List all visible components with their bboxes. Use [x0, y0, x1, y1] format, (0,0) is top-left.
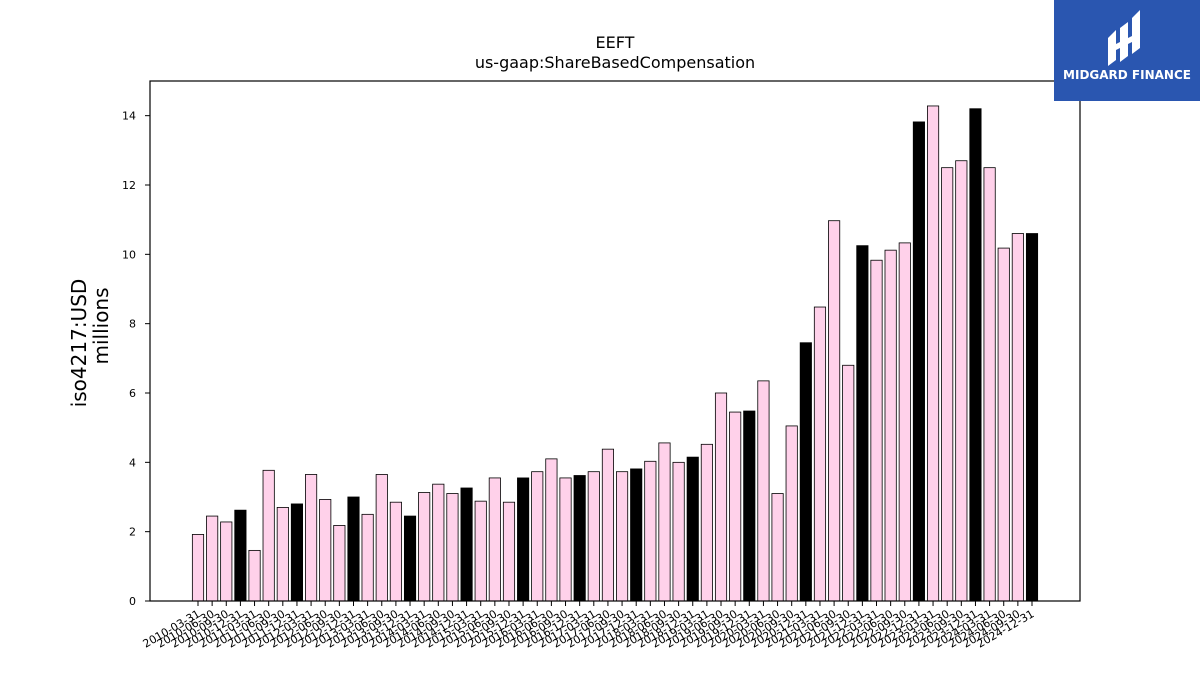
bar-2022-03-31	[870, 259, 883, 602]
bar-2018-12-31	[686, 456, 699, 602]
bar-2016-09-30	[559, 477, 572, 602]
bar-2015-12-31	[517, 477, 530, 602]
bar-2020-09-30	[785, 425, 798, 602]
y-tick-label: 10	[122, 248, 136, 261]
bar-2022-12-31	[912, 121, 925, 602]
y-tick-label: 8	[129, 318, 136, 331]
bar-2012-03-31	[305, 474, 318, 602]
bar-2021-06-30	[828, 220, 841, 602]
bar-2014-09-30	[446, 493, 459, 602]
bar-2015-09-30	[502, 501, 516, 602]
midgard-logo-icon	[1054, 0, 1200, 101]
bar-2014-03-31	[418, 492, 431, 602]
y-tick-label: 14	[122, 110, 136, 123]
plot-frame	[149, 80, 1081, 602]
bar-2015-03-31	[474, 500, 487, 602]
bar-2017-09-30	[616, 471, 629, 602]
bar-2017-06-30	[601, 448, 614, 602]
x-axis: 2010-03-312010-06-302010-09-302010-12-31…	[141, 601, 1037, 651]
bar-2013-03-31	[361, 513, 374, 602]
y-tick-label: 12	[122, 179, 136, 192]
chart-title: EEFT	[596, 33, 635, 52]
bar-2011-03-31	[248, 549, 261, 602]
bar-2019-12-31	[743, 410, 756, 602]
brand-logo: MIDGARD FINANCE	[1054, 0, 1200, 101]
bar-2019-06-30	[714, 392, 728, 602]
y-axis-label: iso4217:USD	[67, 279, 91, 408]
bar-2012-12-31	[347, 496, 360, 602]
bar-2011-06-30	[262, 469, 275, 602]
bar-2024-06-30	[997, 247, 1010, 602]
bar-2024-12-31	[1025, 233, 1039, 602]
bar-2010-09-30	[220, 521, 233, 602]
bar-2022-06-30	[884, 249, 897, 602]
bar-2020-06-30	[771, 493, 784, 602]
bar-2018-06-30	[658, 442, 671, 602]
bars-group	[191, 105, 1039, 602]
bar-2012-06-30	[319, 499, 332, 602]
y-tick-label: 0	[129, 595, 136, 608]
bar-2022-09-30	[898, 242, 911, 602]
bar-2017-03-31	[587, 471, 600, 602]
bar-2019-09-30	[729, 411, 742, 602]
bar-2021-12-31	[856, 245, 869, 602]
bar-2024-09-30	[1011, 233, 1024, 602]
bar-2011-12-31	[290, 503, 304, 602]
bar-2021-09-30	[842, 364, 855, 602]
bar-2023-12-31	[969, 108, 982, 602]
bar-2016-12-31	[573, 475, 586, 602]
bar-2012-09-30	[333, 525, 346, 602]
y-tick-label: 6	[129, 387, 136, 400]
bar-2011-09-30	[276, 506, 289, 602]
bar-2020-12-31	[799, 342, 812, 602]
bar-2021-03-31	[813, 306, 827, 602]
bar-2018-09-30	[672, 461, 685, 602]
bar-2018-03-31	[644, 460, 657, 602]
bar-2016-03-31	[531, 471, 544, 602]
y-tick-label: 4	[129, 456, 136, 469]
bar-2019-03-31	[700, 443, 713, 602]
bar-2010-03-31	[191, 534, 205, 602]
y-axis-unit-label: millions	[89, 287, 113, 364]
bar-2023-03-31	[927, 105, 940, 602]
bar-2016-06-30	[545, 458, 558, 602]
bar-2023-06-30	[941, 167, 954, 602]
bar-2023-09-30	[955, 160, 968, 602]
bar-2015-06-30	[488, 477, 501, 602]
bar-2010-12-31	[234, 509, 247, 602]
bar-2013-06-30	[375, 474, 388, 602]
bar-2014-12-31	[460, 487, 473, 602]
brand-name: MIDGARD FINANCE	[1063, 68, 1191, 82]
bar-2013-12-31	[403, 515, 417, 602]
bar-2017-12-31	[630, 468, 643, 602]
bar-2020-03-31	[757, 380, 770, 602]
chart-subtitle: us-gaap:ShareBasedCompensation	[475, 53, 755, 72]
y-axis: 0 2 4 6 8 10 12 14	[122, 110, 150, 608]
bar-2013-09-30	[389, 501, 402, 602]
bar-2024-03-31	[983, 167, 996, 602]
y-tick-label: 2	[129, 526, 136, 539]
bar-2014-06-30	[432, 483, 445, 602]
bar-2010-06-30	[206, 515, 219, 602]
